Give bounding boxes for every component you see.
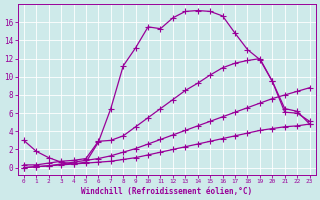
X-axis label: Windchill (Refroidissement éolien,°C): Windchill (Refroidissement éolien,°C) xyxy=(81,187,252,196)
